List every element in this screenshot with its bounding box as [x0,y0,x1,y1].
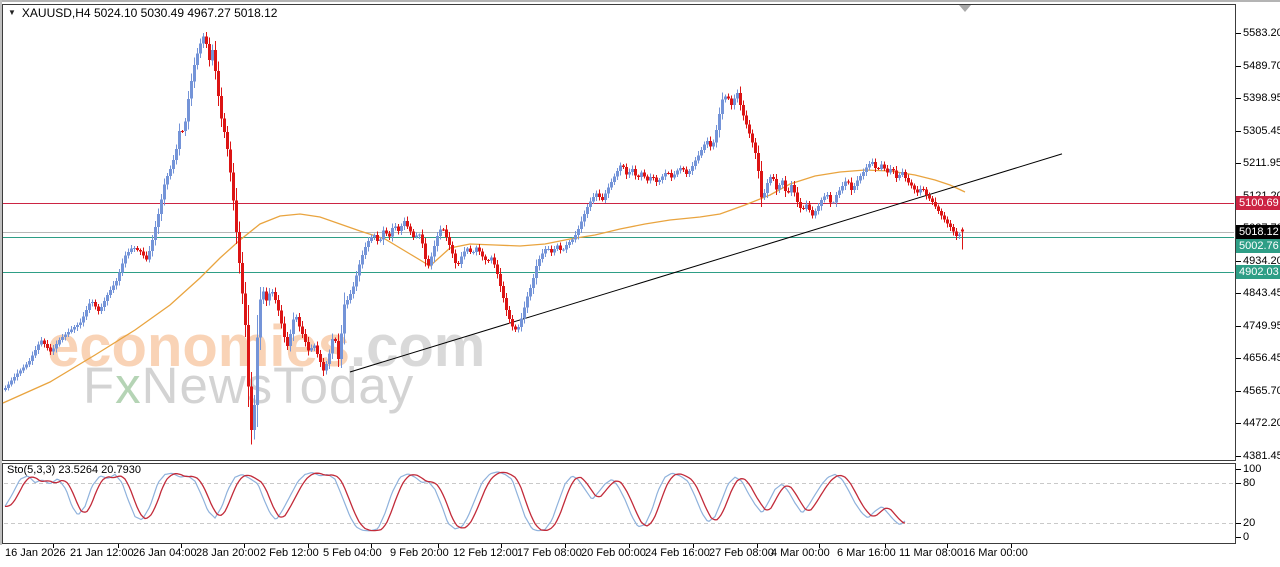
time-axis-label: 12 Feb 12:00 [453,547,518,559]
time-axis-label: 24 Feb 16:00 [645,547,710,559]
time-axis-label: 17 Feb 08:00 [517,547,582,559]
symbol-dropdown-icon[interactable]: ▼ [8,8,16,17]
price-tick-label: 5398.95 [1243,92,1280,104]
main-chart-frame [2,4,1236,461]
level-price-tag[interactable]: 5100.69 [1236,196,1280,210]
bid-price-tag: 5018.12 [1236,225,1280,239]
watermark-economies-com: economies.com [47,318,485,376]
stochastic-k-line [4,471,906,532]
time-axis-label: 9 Feb 20:00 [390,547,449,559]
price-tick-label: 5211.95 [1243,157,1280,169]
watermark-dot-com: .com [350,314,486,379]
time-axis-label: 27 Feb 08:00 [709,547,774,559]
price-tick-label: 4381.45 [1243,449,1280,462]
ascending-trendline [349,153,1063,373]
window-top-edge [0,0,1280,2]
oscillator-frame [2,463,1236,544]
price-tick-label: 4843.45 [1243,287,1280,299]
stochastic-d-line [5,471,906,532]
watermark-f: F [83,357,116,414]
window-left-edge [0,0,2,545]
price-tick-label: 5583.20 [1243,27,1280,39]
price-tick-label: 4934.20 [1243,254,1280,267]
price-tick-label: 4565.70 [1243,384,1280,397]
stoch-axis-label: 100 [1243,463,1262,475]
candles-layer [4,31,964,445]
price-tick-label: 4472.20 [1243,417,1280,429]
watermark-x: x [115,357,142,414]
symbol-ohlc-readout: ▼ XAUUSD,H4 5024.10 5030.49 4967.27 5018.… [8,6,277,20]
watermark-fxnewstoday: FxNewsToday [83,360,414,411]
time-axis-label: 26 Jan 04:00 [133,547,197,559]
time-axis-label: 2 Feb 12:00 [260,547,319,559]
time-axis-label: 4 Mar 00:00 [771,547,830,559]
time-axis-label: 16 Mar 00:00 [963,547,1028,559]
price-tick-label: 5305.45 [1243,124,1280,137]
stoch-axis-label: 20 [1243,517,1256,530]
time-axis-label: 21 Jan 12:00 [70,547,134,559]
indicator-label: Sto(5,3,3) 23.5264 20.7930 [7,464,141,476]
level-lines-layer [3,203,1234,273]
price-tick-label: 4749.95 [1243,319,1280,332]
price-tick-label: 5489.70 [1243,59,1280,72]
symbol-ohlc-text: XAUUSD,H4 5024.10 5030.49 4967.27 5018.1… [21,6,278,20]
level-price-tag[interactable]: 5002.76 [1236,239,1280,253]
price-tick-label: 4656.45 [1243,352,1280,364]
stoch-axis-label: 0 [1243,531,1250,543]
chart-shift-icon[interactable] [959,5,971,12]
stoch-axis-label: 80 [1243,476,1256,489]
time-axis-label: 5 Feb 04:00 [323,547,382,559]
watermark-newstoday: NewsToday [141,357,415,414]
time-axis-label: 20 Feb 00:00 [581,547,646,559]
level-price-tag[interactable]: 4902.03 [1236,265,1280,279]
time-axis-label: 11 Mar 08:00 [899,547,964,559]
time-axis-label: 6 Mar 16:00 [837,547,896,559]
time-axis-label: 28 Jan 20:00 [196,547,260,559]
time-axis-label: 16 Jan 2026 [5,547,66,559]
moving-average-line [2,169,966,404]
